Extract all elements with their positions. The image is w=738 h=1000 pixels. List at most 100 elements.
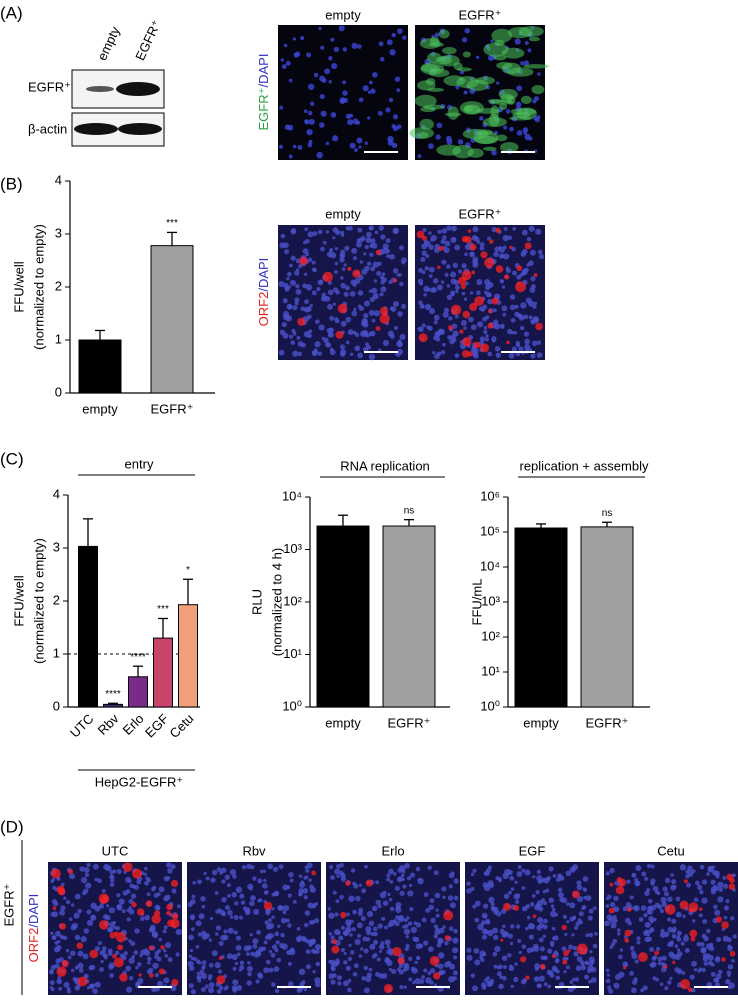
nucleus bbox=[288, 981, 294, 987]
nucleus bbox=[288, 78, 293, 83]
y-tick-label: 10¹ bbox=[283, 646, 302, 661]
nucleus bbox=[327, 303, 333, 310]
nucleus bbox=[362, 322, 369, 328]
nucleus bbox=[208, 974, 213, 979]
nucleus bbox=[331, 62, 338, 70]
orf2-signal bbox=[331, 945, 340, 954]
nucleus bbox=[303, 876, 307, 880]
nucleus bbox=[578, 920, 584, 925]
nucleus bbox=[388, 97, 394, 103]
nucleus bbox=[358, 954, 363, 958]
nucleus bbox=[247, 971, 252, 977]
nucleus bbox=[492, 934, 499, 941]
nucleus bbox=[277, 924, 281, 928]
nucleus bbox=[404, 923, 409, 929]
nucleus bbox=[530, 276, 536, 282]
nucleus bbox=[356, 933, 362, 938]
nucleus bbox=[706, 953, 711, 958]
nucleus bbox=[514, 304, 519, 309]
nucleus bbox=[371, 318, 376, 323]
y-tick-label: 10² bbox=[481, 628, 500, 643]
nucleus bbox=[357, 227, 363, 233]
orf2-signal bbox=[136, 908, 145, 916]
nucleus bbox=[323, 337, 329, 344]
image-column-label: EGFR⁺ bbox=[459, 206, 502, 221]
nucleus bbox=[643, 912, 648, 918]
nucleus bbox=[329, 247, 334, 252]
nucleus bbox=[101, 888, 106, 893]
nucleus bbox=[682, 914, 686, 919]
nucleus bbox=[472, 868, 477, 873]
nucleus bbox=[377, 261, 382, 266]
nucleus bbox=[328, 912, 335, 919]
nucleus bbox=[285, 315, 292, 322]
nucleus bbox=[485, 920, 491, 925]
nucleus bbox=[493, 964, 498, 969]
nucleus bbox=[622, 906, 628, 912]
nucleus bbox=[329, 864, 334, 870]
nucleus bbox=[448, 926, 454, 932]
nucleus bbox=[396, 876, 403, 883]
nucleus bbox=[640, 905, 647, 911]
nucleus bbox=[434, 32, 440, 38]
nucleus bbox=[421, 323, 426, 328]
nucleus bbox=[348, 943, 352, 947]
nucleus bbox=[321, 292, 326, 297]
nucleus bbox=[371, 905, 378, 912]
nucleus bbox=[286, 949, 292, 956]
nucleus bbox=[314, 981, 321, 988]
nucleus bbox=[386, 873, 391, 878]
nucleus bbox=[295, 268, 300, 272]
nucleus bbox=[507, 953, 512, 958]
nucleus bbox=[318, 324, 325, 331]
nucleus bbox=[450, 292, 455, 297]
nucleus bbox=[126, 917, 131, 922]
nucleus bbox=[56, 978, 63, 985]
nucleus bbox=[662, 886, 668, 892]
nucleus bbox=[349, 142, 356, 149]
nucleus bbox=[196, 971, 200, 976]
nucleus bbox=[152, 932, 159, 939]
orf2-signal bbox=[515, 281, 526, 293]
nucleus bbox=[429, 980, 434, 985]
nucleus bbox=[490, 901, 495, 907]
orf2-signal bbox=[690, 936, 696, 942]
nucleus bbox=[521, 886, 526, 890]
nucleus bbox=[442, 925, 446, 929]
nucleus bbox=[373, 926, 378, 932]
nucleus bbox=[358, 883, 363, 888]
egfr-signal bbox=[496, 61, 513, 69]
nucleus bbox=[339, 253, 344, 258]
nucleus bbox=[415, 866, 421, 872]
nucleus bbox=[329, 315, 335, 321]
nucleus bbox=[476, 321, 484, 328]
nucleus bbox=[612, 938, 618, 944]
nucleus bbox=[509, 304, 516, 311]
nucleus bbox=[347, 119, 354, 126]
orf2-signal bbox=[154, 910, 161, 917]
nucleus bbox=[102, 914, 109, 920]
nucleus bbox=[357, 352, 363, 359]
orf2-signal bbox=[383, 983, 393, 994]
nucleus bbox=[332, 890, 337, 895]
nucleus bbox=[485, 334, 489, 338]
nucleus bbox=[332, 227, 339, 233]
nucleus bbox=[687, 865, 693, 871]
image-column-label: EGF bbox=[519, 843, 546, 858]
nucleus bbox=[319, 94, 325, 100]
nucleus bbox=[509, 294, 516, 300]
nucleus bbox=[629, 945, 635, 951]
y-tick-label: 10⁵ bbox=[480, 523, 500, 538]
nucleus bbox=[575, 965, 582, 972]
nucleus bbox=[524, 343, 531, 351]
nucleus bbox=[396, 340, 403, 348]
nucleus bbox=[610, 922, 617, 929]
nucleus bbox=[144, 949, 151, 957]
nucleus bbox=[320, 110, 327, 117]
nucleus bbox=[515, 924, 521, 929]
orf2-signal bbox=[56, 885, 65, 894]
nucleus bbox=[636, 940, 641, 945]
orf2-signal bbox=[311, 870, 317, 876]
nucleus bbox=[320, 295, 327, 302]
orf2-signal bbox=[443, 910, 454, 921]
